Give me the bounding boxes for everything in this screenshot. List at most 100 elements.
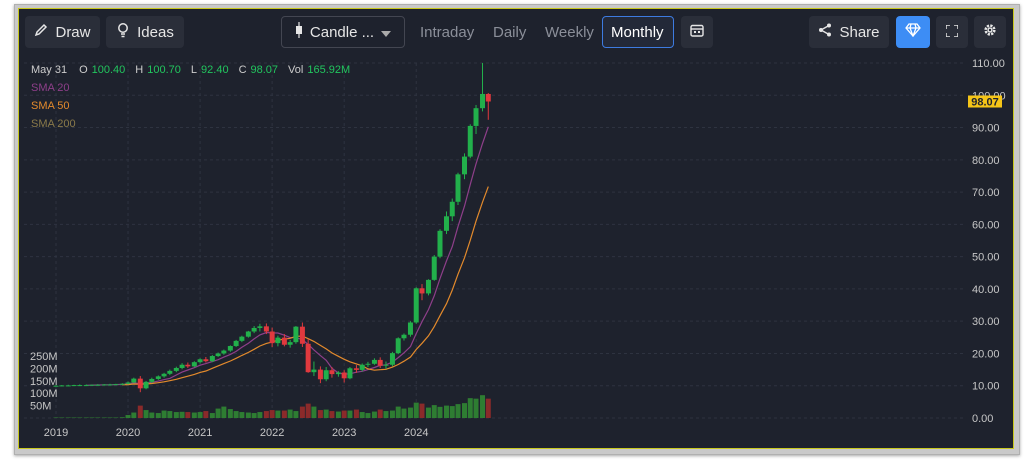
volume-bar bbox=[335, 411, 341, 418]
sma50-legend[interactable]: SMA 50 bbox=[31, 100, 70, 112]
volume-bar bbox=[329, 411, 335, 418]
candle-body bbox=[113, 384, 119, 386]
y-tick-label: 90.00 bbox=[972, 123, 1000, 135]
volume-bar bbox=[480, 395, 486, 418]
sma20-legend[interactable]: SMA 20 bbox=[31, 82, 70, 94]
volume-bar bbox=[443, 405, 449, 418]
candle-body bbox=[299, 326, 305, 344]
candle-body bbox=[59, 385, 65, 387]
settings-button[interactable] bbox=[974, 16, 1006, 48]
tab-intraday[interactable]: Intraday bbox=[420, 23, 475, 41]
ohlc-legend: May 31 O 100.40 H 100.70 L 92.40 C 98.07 Vol… bbox=[31, 64, 350, 76]
pencil-icon bbox=[34, 23, 48, 41]
tab-daily[interactable]: Daily bbox=[493, 23, 527, 41]
volume-tick-label: 100M bbox=[30, 388, 58, 400]
candle-body bbox=[431, 256, 437, 280]
volume-bar bbox=[467, 398, 473, 418]
volume-bar bbox=[377, 409, 383, 418]
candle-body bbox=[71, 385, 77, 387]
candle-body bbox=[101, 384, 107, 386]
candle-body bbox=[329, 370, 335, 375]
candle-body bbox=[480, 93, 486, 109]
candle-body bbox=[341, 372, 347, 379]
y-tick-label: 0.00 bbox=[972, 413, 993, 425]
tab-monthly[interactable]: Monthly bbox=[602, 16, 674, 48]
volume-bar bbox=[299, 406, 305, 418]
candle-body bbox=[227, 346, 233, 351]
chart-type-select[interactable]: Candle ... bbox=[281, 16, 405, 48]
gear-icon bbox=[983, 23, 997, 41]
candle-body bbox=[365, 363, 371, 365]
volume-bar bbox=[119, 417, 125, 418]
volume-bar bbox=[407, 407, 413, 418]
candle-body bbox=[425, 279, 431, 294]
sma50-line bbox=[122, 186, 489, 386]
candle-body bbox=[485, 93, 491, 102]
volume-bar bbox=[227, 409, 233, 418]
volume-tick-label: 200M bbox=[30, 363, 58, 375]
candle-body bbox=[281, 337, 287, 345]
candle-body bbox=[179, 364, 185, 368]
diamond-icon bbox=[905, 23, 921, 41]
volume-bar bbox=[215, 408, 221, 418]
x-tick-label: 2023 bbox=[332, 427, 356, 439]
candle-body bbox=[455, 174, 461, 202]
calendar-button[interactable] bbox=[681, 16, 713, 48]
x-tick-label: 2020 bbox=[116, 427, 140, 439]
sma200-legend[interactable]: SMA 200 bbox=[31, 118, 76, 130]
volume-bar bbox=[371, 411, 377, 418]
candle-body bbox=[77, 385, 83, 387]
candle-body bbox=[473, 108, 479, 126]
candle-body bbox=[389, 353, 395, 365]
y-tick-label: 80.00 bbox=[972, 155, 1000, 167]
candle-body bbox=[245, 331, 251, 337]
candle-body bbox=[401, 334, 407, 339]
volume-tick-label: 250M bbox=[30, 351, 58, 363]
chevron-down-icon bbox=[381, 24, 392, 41]
legend-vol-label: Vol bbox=[288, 64, 304, 76]
volume-bar bbox=[179, 411, 185, 418]
candle-body bbox=[275, 337, 281, 344]
volume-bar bbox=[161, 410, 167, 418]
volume-bar bbox=[239, 412, 245, 418]
y-tick-label: 40.00 bbox=[972, 284, 1000, 296]
candle-body bbox=[407, 322, 413, 335]
premium-button[interactable] bbox=[896, 16, 930, 48]
ideas-button[interactable]: Ideas bbox=[106, 16, 184, 48]
sma20-line bbox=[86, 126, 489, 386]
share-button[interactable]: Share bbox=[809, 16, 889, 48]
volume-bar bbox=[455, 404, 461, 418]
legend-date: May 31 bbox=[31, 64, 68, 76]
volume-bar bbox=[311, 406, 317, 418]
candle-body bbox=[149, 378, 155, 382]
candle-body bbox=[359, 364, 365, 370]
volume-bar bbox=[137, 405, 143, 418]
volume-bar bbox=[167, 411, 173, 418]
candle-body bbox=[371, 359, 377, 364]
y-tick-label: 30.00 bbox=[972, 316, 1000, 328]
volume-bar bbox=[173, 412, 179, 418]
candle-body bbox=[413, 288, 419, 323]
fullscreen-button[interactable] bbox=[936, 16, 968, 48]
candle-body bbox=[461, 156, 467, 175]
volume-bar bbox=[353, 409, 359, 418]
x-tick-label: 2019 bbox=[44, 427, 68, 439]
draw-button[interactable]: Draw bbox=[25, 16, 100, 48]
candle-body bbox=[293, 326, 299, 343]
candle-body bbox=[347, 368, 353, 379]
y-tick-label: 50.00 bbox=[972, 252, 1000, 264]
volume-bar bbox=[317, 410, 323, 418]
candle-body bbox=[311, 369, 317, 373]
volume-bar bbox=[257, 412, 263, 418]
volume-bar bbox=[347, 410, 353, 418]
candle-body bbox=[377, 359, 383, 366]
candle-body bbox=[131, 378, 137, 383]
candle-body bbox=[305, 343, 311, 373]
candle-body bbox=[395, 338, 401, 354]
ideas-label: Ideas bbox=[137, 23, 174, 41]
candle-body bbox=[335, 372, 341, 375]
tab-weekly[interactable]: Weekly bbox=[545, 23, 594, 41]
candle-body bbox=[251, 327, 257, 332]
volume-bar bbox=[485, 398, 491, 418]
